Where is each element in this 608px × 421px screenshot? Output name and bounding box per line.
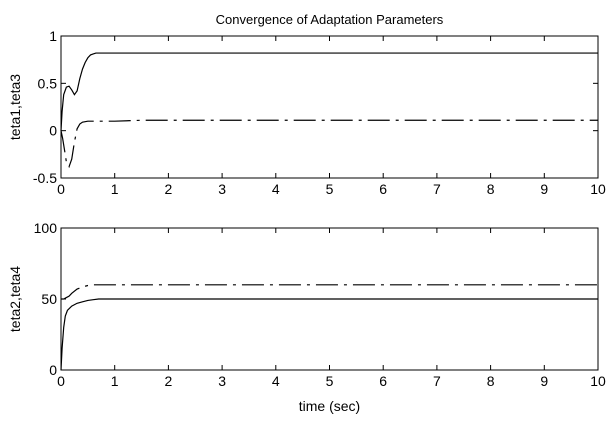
y-tick-label: 0	[49, 362, 57, 378]
x-tick-label: 4	[272, 181, 280, 197]
y-tick-label: 0.5	[38, 75, 58, 91]
y-tick-label: 100	[34, 220, 58, 236]
axes-top: 0 1 2 3 4 5 6 7 8 9 10-0.500.51teta1,teta3Converge…	[7, 12, 606, 197]
x-tick-label: 3	[218, 181, 226, 197]
x-tick-label: 7	[433, 181, 441, 197]
x-tick-label: 5	[326, 373, 334, 389]
y-tick-label: 50	[41, 291, 57, 307]
x-tick-label: 1	[111, 181, 119, 197]
series-line-dashdot	[61, 284, 598, 300]
x-tick-label: 3	[218, 373, 226, 389]
x-tick-label: 2	[165, 373, 173, 389]
series-line-dashdot	[60, 119, 598, 169]
x-tick-label: 0	[57, 181, 65, 197]
series-line-solid	[60, 298, 598, 371]
x-tick-label: 5	[326, 181, 334, 197]
y-tick-label: -0.5	[33, 170, 57, 186]
y-tick-label: 1	[49, 28, 57, 44]
x-tick-label: 8	[487, 373, 495, 389]
x-tick-label: 9	[540, 181, 548, 197]
y-axis-label: teta2,teta4	[7, 266, 23, 332]
y-axis-label: teta1,teta3	[7, 74, 23, 140]
x-tick-label: 2	[165, 181, 173, 197]
x-tick-label: 9	[540, 373, 548, 389]
x-tick-label: 4	[272, 373, 280, 389]
x-tick-label: 1	[111, 373, 119, 389]
x-tick-label: 8	[487, 181, 495, 197]
x-tick-label: 0	[57, 373, 65, 389]
x-tick-label: 6	[379, 181, 387, 197]
x-axis-label: time (sec)	[299, 398, 360, 414]
x-tick-label: 10	[590, 373, 606, 389]
x-tick-label: 10	[590, 181, 606, 197]
y-tick-label: 0	[49, 123, 57, 139]
plot-frame	[60, 35, 599, 179]
x-tick-label: 6	[379, 373, 387, 389]
series-line-solid	[60, 52, 598, 131]
chart-title: Convergence of Adaptation Parameters	[216, 12, 444, 27]
x-tick-label: 7	[433, 373, 441, 389]
